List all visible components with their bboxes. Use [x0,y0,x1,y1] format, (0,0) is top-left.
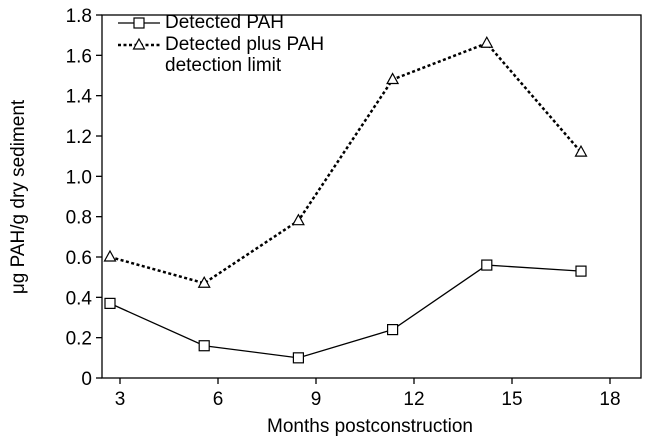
y-tick-label: 1.8 [66,6,92,27]
legend-label: Detected PAH [165,12,284,33]
data-point [574,144,588,157]
data-point [386,72,400,85]
data-point [292,352,304,364]
y-tick-label: 1.0 [66,167,92,188]
x-tick-label: 12 [403,389,424,410]
data-point [481,259,493,271]
data-point [198,340,210,352]
y-tick-label: 0 [81,369,92,390]
x-tick-label: 18 [599,389,620,410]
y-tick-label: 0.2 [66,329,92,350]
data-point [103,249,117,262]
data-point [197,275,211,288]
x-tick-label: 9 [311,389,322,410]
y-axis-label: μg PAH/g dry sediment [8,99,29,294]
y-tick-label: 0.4 [66,288,93,309]
x-axis-label: Months postconstruction [267,416,473,437]
y-tick-label: 1.2 [66,127,92,148]
data-point [387,324,399,336]
legend-label: Detected plus PAH detection limit [165,34,325,76]
plot-frame [101,14,642,379]
y-tick-label: 0.6 [66,248,92,269]
y-tick-label: 1.4 [66,87,93,108]
y-tick-label: 1.6 [66,46,92,67]
data-point [104,297,116,309]
x-tick-label: 15 [501,389,522,410]
series-line [109,41,582,285]
x-tick-label: 6 [213,389,224,410]
y-tick-label: 0.8 [66,208,92,229]
data-point [291,213,305,226]
series-line [109,264,582,359]
x-tick-label: 3 [115,389,126,410]
data-point [575,265,587,277]
data-point [480,35,494,48]
legend-marker [132,37,146,50]
legend-marker [133,17,145,29]
